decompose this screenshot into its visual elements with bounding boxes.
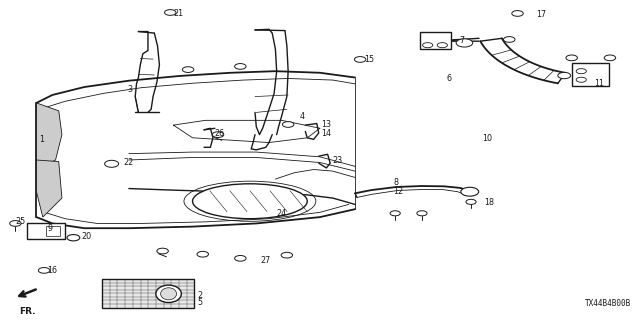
Text: 8: 8 bbox=[394, 178, 398, 187]
Circle shape bbox=[466, 199, 476, 204]
Text: 17: 17 bbox=[537, 10, 547, 19]
Text: 5: 5 bbox=[198, 298, 203, 307]
Circle shape bbox=[417, 211, 427, 216]
Ellipse shape bbox=[161, 288, 177, 300]
Circle shape bbox=[604, 55, 616, 61]
Circle shape bbox=[461, 187, 479, 196]
Circle shape bbox=[282, 122, 294, 127]
Circle shape bbox=[355, 57, 366, 62]
Polygon shape bbox=[36, 103, 62, 166]
Circle shape bbox=[576, 77, 586, 82]
Ellipse shape bbox=[193, 184, 307, 219]
Circle shape bbox=[104, 160, 118, 167]
Circle shape bbox=[157, 248, 168, 254]
Circle shape bbox=[10, 220, 21, 226]
Text: 9: 9 bbox=[47, 224, 52, 233]
Text: 22: 22 bbox=[124, 158, 134, 167]
Text: 2: 2 bbox=[198, 291, 203, 300]
Circle shape bbox=[456, 39, 473, 47]
Text: 6: 6 bbox=[446, 74, 451, 83]
Circle shape bbox=[164, 10, 176, 15]
Ellipse shape bbox=[156, 285, 181, 302]
Circle shape bbox=[422, 43, 433, 48]
Text: 13: 13 bbox=[321, 120, 332, 129]
Bar bbox=[46, 226, 60, 236]
Circle shape bbox=[67, 235, 80, 241]
Text: 21: 21 bbox=[173, 9, 184, 18]
Circle shape bbox=[558, 72, 571, 79]
Text: 23: 23 bbox=[333, 156, 343, 165]
Circle shape bbox=[390, 211, 400, 216]
Bar bbox=[27, 223, 65, 239]
Circle shape bbox=[38, 268, 50, 273]
Text: FR.: FR. bbox=[19, 307, 35, 316]
Text: 12: 12 bbox=[394, 187, 403, 196]
Bar bbox=[420, 32, 451, 49]
Text: 10: 10 bbox=[483, 134, 493, 143]
Text: 4: 4 bbox=[300, 112, 305, 121]
Circle shape bbox=[235, 255, 246, 261]
Text: 25: 25 bbox=[15, 217, 26, 226]
Text: 15: 15 bbox=[365, 55, 375, 64]
Text: 27: 27 bbox=[260, 256, 271, 265]
Circle shape bbox=[281, 252, 292, 258]
Bar bbox=[572, 63, 609, 86]
Circle shape bbox=[576, 69, 586, 74]
Text: 14: 14 bbox=[321, 129, 332, 138]
Text: 18: 18 bbox=[484, 198, 495, 207]
Text: 20: 20 bbox=[81, 232, 91, 241]
Text: 3: 3 bbox=[127, 85, 132, 94]
Circle shape bbox=[437, 43, 447, 48]
Circle shape bbox=[212, 132, 224, 138]
Polygon shape bbox=[36, 160, 62, 217]
Bar bbox=[102, 279, 195, 308]
Circle shape bbox=[182, 67, 194, 72]
Text: 24: 24 bbox=[276, 209, 287, 218]
Text: 11: 11 bbox=[594, 79, 604, 88]
Circle shape bbox=[566, 55, 577, 61]
Text: 1: 1 bbox=[40, 135, 45, 144]
Circle shape bbox=[512, 11, 524, 16]
Text: 26: 26 bbox=[215, 129, 225, 138]
Circle shape bbox=[504, 36, 515, 42]
Text: TX44B4B00B: TX44B4B00B bbox=[585, 300, 631, 308]
Text: 7: 7 bbox=[459, 36, 464, 44]
Circle shape bbox=[235, 64, 246, 69]
Text: 16: 16 bbox=[47, 266, 57, 275]
Circle shape bbox=[197, 252, 209, 257]
